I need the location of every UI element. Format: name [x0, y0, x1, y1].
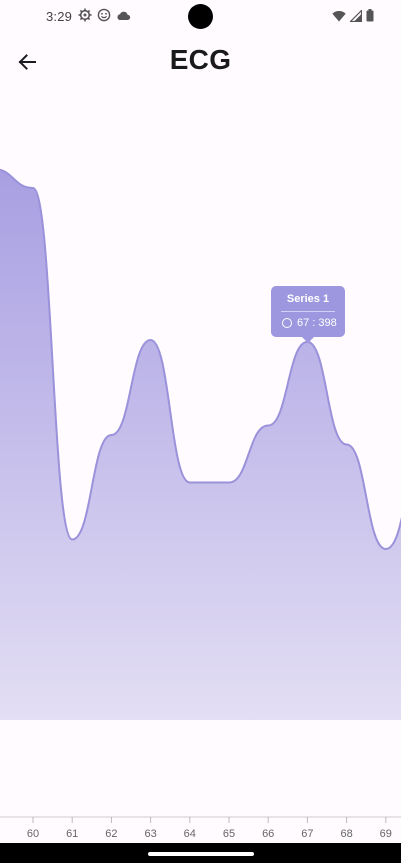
ecg-chart[interactable]: 5960616263646566676869 [0, 0, 401, 843]
app-bar: ECG [0, 34, 401, 90]
x-tick-label: 65 [223, 828, 235, 840]
status-time: 3:29 [46, 9, 73, 24]
cloud-icon [116, 9, 131, 27]
arrow-back-icon [18, 54, 36, 70]
tooltip-series-name: Series 1 [286, 293, 330, 305]
x-tick-label: 61 [66, 828, 78, 840]
camera-cutout [188, 4, 213, 29]
x-tick-label: 60 [27, 828, 39, 840]
signal-icon [349, 9, 363, 27]
page-title: ECG [169, 44, 232, 75]
tooltip-value: 67 : 398 [297, 317, 337, 329]
x-tick-label: 66 [262, 828, 274, 840]
smiley-icon [97, 8, 111, 27]
x-tick-label: 67 [301, 828, 313, 840]
series-1-line [0, 168, 401, 551]
series-1-area [0, 169, 401, 720]
status-icons-right [332, 9, 374, 27]
back-button[interactable] [10, 45, 44, 79]
status-bar: 3:29 [0, 0, 401, 34]
x-tick-label: 68 [340, 828, 352, 840]
tooltip-divider [281, 311, 335, 312]
x-tick-label: 62 [105, 828, 117, 840]
status-icons-left [78, 8, 131, 27]
settings-icon [78, 8, 92, 27]
x-tick-label: 64 [184, 828, 196, 840]
battery-icon [366, 9, 374, 27]
tooltip-marker-icon [282, 318, 292, 328]
x-tick-label: 63 [144, 828, 156, 840]
home-handle[interactable] [148, 852, 254, 856]
x-tick-label: 69 [380, 828, 392, 840]
chart-tooltip: Series 1 67 : 398 [271, 286, 345, 343]
wifi-icon [332, 9, 346, 27]
